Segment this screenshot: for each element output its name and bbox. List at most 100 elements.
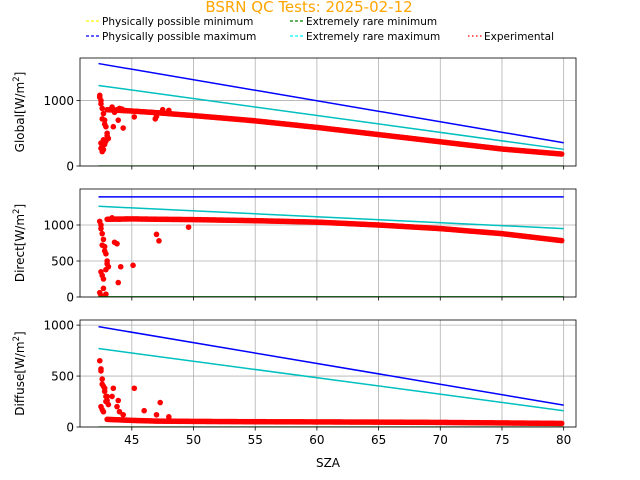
series-line xyxy=(98,205,564,230)
y-tick-label: 500 xyxy=(51,255,74,269)
experimental-point xyxy=(100,236,107,243)
x-tick-label: 80 xyxy=(556,433,571,447)
x-tick-label: 50 xyxy=(186,433,201,447)
experimental-point xyxy=(116,216,123,223)
experimental-point xyxy=(120,125,126,131)
series-line xyxy=(98,347,564,412)
experimental-point xyxy=(99,105,106,112)
experimental-point xyxy=(159,106,166,113)
legend-label: Physically possible maximum xyxy=(102,31,256,43)
experimental-point xyxy=(114,240,120,247)
experimental-point xyxy=(98,368,104,374)
experimental-point xyxy=(115,397,122,404)
experimental-point xyxy=(96,357,103,364)
experimental-point xyxy=(100,137,107,143)
experimental-point xyxy=(101,385,108,392)
experimental-point xyxy=(104,393,110,400)
experimental-point xyxy=(103,291,109,297)
experimental-point xyxy=(103,398,109,405)
experimental-point xyxy=(99,116,106,122)
axes-frame xyxy=(79,188,577,298)
legend-label: Extremely rare minimum xyxy=(306,16,437,28)
experimental-point xyxy=(121,107,128,114)
y-tick-label: 1000 xyxy=(43,94,74,108)
y-tick-label: 0 xyxy=(66,160,74,174)
experimental-point xyxy=(101,248,108,254)
experimental-point xyxy=(99,148,106,155)
panel-diffuse: 0 500 1000 45 50 55 60 65 70 75 80 Diffuse[W/m2] xyxy=(12,319,577,447)
legend-label: Experimental xyxy=(484,31,554,43)
experimental-point xyxy=(110,123,117,130)
legend-item: Extremely rare minimum xyxy=(290,16,437,28)
legend-item: Physically possible minimum xyxy=(86,16,253,28)
axes-frame xyxy=(79,319,577,428)
experimental-point xyxy=(109,215,115,221)
experimental-point xyxy=(103,266,109,273)
y-tick-label: 1000 xyxy=(43,219,74,233)
panel-direct: 0 500 1000 Direct[W/m2] xyxy=(12,188,577,305)
experimental-point xyxy=(100,110,107,117)
plot-area xyxy=(96,196,565,297)
experimental-point xyxy=(99,381,106,388)
experimental-series xyxy=(96,215,565,297)
y-tick-label: 1000 xyxy=(43,319,74,333)
series-line xyxy=(98,325,564,406)
experimental-point xyxy=(98,222,104,228)
experimental-point xyxy=(157,399,163,406)
experimental-point xyxy=(153,231,160,238)
x-axis-label: SZA xyxy=(316,456,341,470)
experimental-point xyxy=(109,104,115,110)
series-line xyxy=(98,84,564,151)
y-tick-label: 500 xyxy=(51,370,74,384)
experimental-point xyxy=(96,92,103,99)
experimental-point xyxy=(558,237,565,244)
experimental-point xyxy=(100,408,107,415)
experimental-point xyxy=(130,262,136,269)
experimental-point xyxy=(98,97,104,104)
series-line xyxy=(98,62,564,144)
experimental-point xyxy=(114,403,120,410)
experimental-point xyxy=(100,285,107,292)
x-tick-label: 55 xyxy=(248,433,263,447)
y-axis-label: Global[W/m2] xyxy=(12,72,27,153)
experimental-point xyxy=(156,238,162,244)
experimental-point xyxy=(141,407,147,414)
legend-item: Extremely rare maximum xyxy=(290,31,440,43)
experimental-series xyxy=(96,92,565,157)
experimental-point xyxy=(110,385,117,392)
experimental-point xyxy=(153,113,160,120)
legend-label: Extremely rare maximum xyxy=(306,31,440,43)
chart-title: BSRN QC Tests: 2025-02-12 xyxy=(205,0,412,16)
experimental-point xyxy=(115,117,122,123)
experimental-series xyxy=(96,357,565,427)
y-tick-label: 0 xyxy=(66,421,74,435)
legend-item: Experimental xyxy=(468,31,554,43)
x-tick-label: 75 xyxy=(494,433,509,447)
x-tick-label: 45 xyxy=(124,433,139,447)
experimental-point xyxy=(104,261,110,267)
experimental-point xyxy=(115,279,122,286)
experimental-point xyxy=(166,107,172,114)
experimental-point xyxy=(101,121,108,127)
x-tick-label: 60 xyxy=(309,433,324,447)
experimental-point xyxy=(166,414,172,420)
experimental-point xyxy=(185,224,192,230)
plot-area xyxy=(96,325,565,427)
experimental-point xyxy=(131,114,138,120)
experimental-point xyxy=(99,230,106,237)
experimental-point xyxy=(99,376,106,382)
y-tick-label: 0 xyxy=(66,291,74,305)
experimental-point xyxy=(101,141,108,148)
experimental-point xyxy=(104,133,110,139)
plot-area xyxy=(96,62,565,166)
panel-global: 0 1000 Global[W/m2] xyxy=(12,57,577,174)
experimental-point xyxy=(117,263,124,270)
experimental-point xyxy=(100,276,107,282)
chart-panels: 0 1000 Global[W/m2] 0 500 1000 Direct[W/m2] 0 50… xyxy=(12,57,577,447)
experimental-point xyxy=(99,242,106,248)
experimental-point xyxy=(120,411,126,418)
legend: Physically possible minimum Physically po… xyxy=(86,16,554,43)
y-axis-label: Direct[W/m2] xyxy=(12,204,27,282)
experimental-point xyxy=(153,411,160,418)
